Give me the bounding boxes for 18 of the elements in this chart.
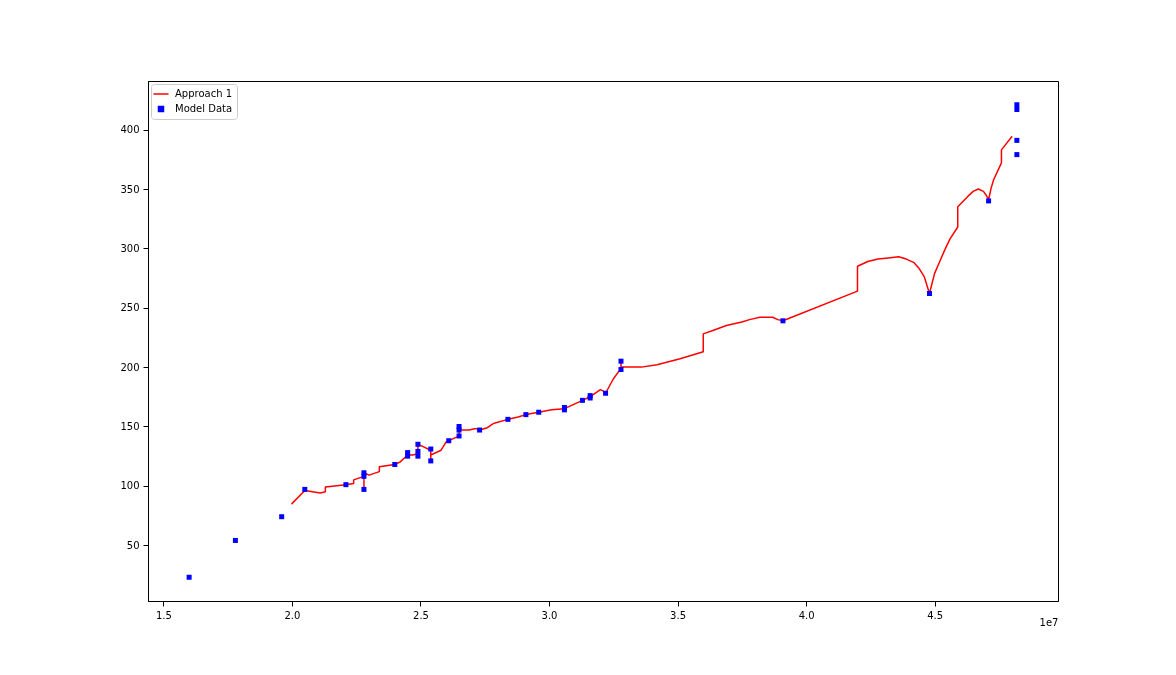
y-tick-label: 300 — [120, 242, 140, 254]
y-tick-label: 150 — [120, 420, 140, 432]
x-axis-title: 1e7 — [1039, 616, 1059, 628]
x-tick-label: 1.5 — [155, 609, 172, 621]
y-tick-label: 50 — [126, 539, 140, 551]
x-tick-label: 2.5 — [413, 609, 429, 621]
x-tick-label: 4.0 — [798, 609, 815, 621]
x-tick-label: 4.5 — [927, 609, 944, 621]
x-tick-label: 3.5 — [670, 609, 686, 621]
x-tick-label: 2.0 — [284, 609, 301, 621]
y-tick-label: 250 — [120, 302, 140, 314]
x-tick-label: 3.0 — [541, 609, 558, 621]
legend-label: Approach 1 — [175, 88, 233, 99]
y-tick-label: 200 — [120, 361, 140, 373]
y-tick-label: 100 — [120, 480, 140, 492]
y-tick-label: 400 — [120, 124, 140, 136]
legend-label: Model Data — [175, 103, 233, 114]
y-tick-label: 350 — [120, 183, 140, 195]
